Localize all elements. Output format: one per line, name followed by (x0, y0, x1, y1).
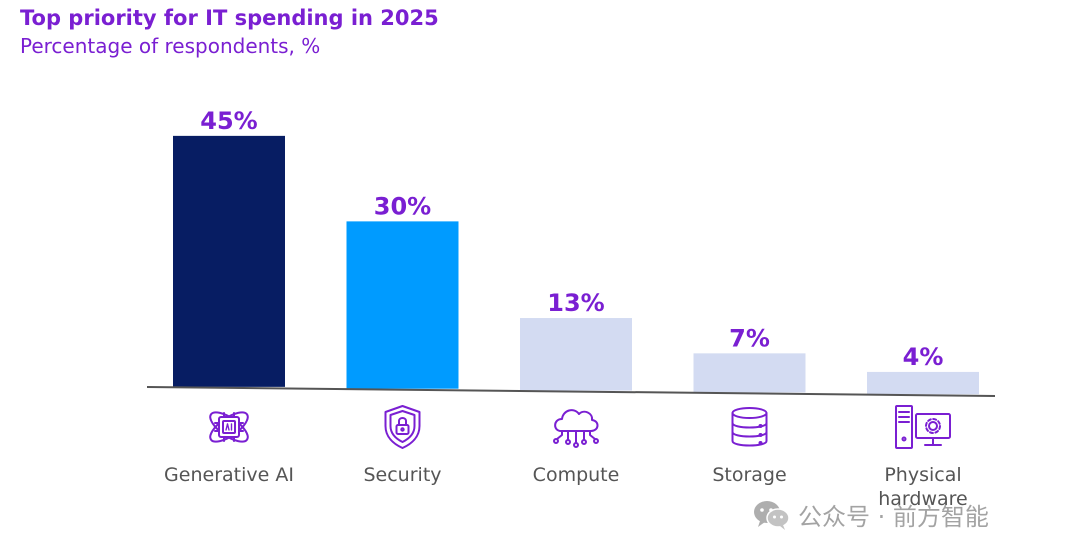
chart-subtitle: Percentage of respondents, % (20, 34, 321, 58)
cloud-circuit-icon (553, 409, 599, 448)
bar-generative-ai (173, 135, 285, 387)
ai-chip-atom-icon (209, 411, 249, 443)
bar-storage (693, 353, 806, 393)
x-axis-baseline (146, 386, 996, 397)
watermark-text: 公众号 · 前方智能 (798, 503, 989, 531)
wechat-icon (754, 500, 790, 530)
computer-hardware-icon (895, 405, 951, 449)
bar-security (346, 221, 459, 389)
category-label: Compute (533, 464, 620, 486)
chart-title: Top priority for IT spending in 2025 (20, 6, 439, 30)
database-icon (731, 407, 768, 447)
category-label: Generative AI (164, 464, 294, 486)
watermark: 公众号 · 前方智能 (752, 497, 989, 532)
value-label: 13% (547, 289, 604, 317)
bar-compute (520, 318, 632, 391)
category-label: Storage (712, 464, 786, 486)
value-label: 4% (903, 343, 944, 371)
value-label: 7% (729, 324, 770, 352)
value-label: 30% (374, 192, 431, 220)
category-label: Physical hardware (878, 464, 968, 510)
value-label: 45% (200, 107, 257, 135)
bar-physical-hardware (867, 371, 979, 395)
shield-lock-icon (384, 405, 421, 449)
category-label: Security (363, 464, 441, 486)
